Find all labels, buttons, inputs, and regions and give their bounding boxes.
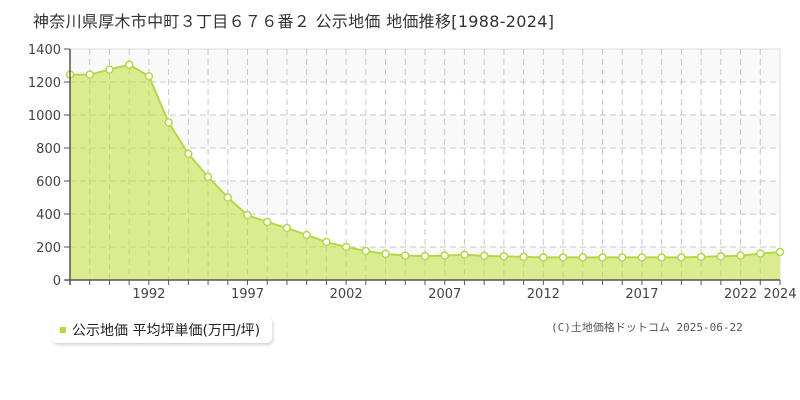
x-tick-label: 2024 (763, 287, 796, 302)
data-point (420, 251, 430, 261)
y-tick-label: 1400 (28, 43, 61, 58)
data-point (756, 249, 765, 258)
data-point (302, 230, 311, 240)
data-point (401, 251, 410, 260)
data-point (657, 253, 666, 262)
area-fill (70, 64, 780, 280)
data-point (578, 253, 588, 262)
data-point (203, 172, 213, 182)
y-axis-labels: 0 200 400 600 800 1000 1200 1400 (28, 43, 61, 289)
legend-swatch-icon (60, 327, 66, 333)
data-point (184, 149, 193, 159)
data-point (598, 253, 607, 262)
data-point (637, 253, 647, 262)
data-point (519, 252, 528, 262)
y-tick-label: 400 (36, 208, 61, 223)
data-point (460, 250, 469, 260)
land-price-chart: 0 200 400 600 800 1000 1200 1400 1992 1997 2002 20… (28, 43, 797, 302)
x-tick-label: 2002 (330, 287, 363, 302)
y-tick-label: 1200 (28, 76, 61, 91)
data-point (85, 70, 94, 79)
data-point (243, 210, 252, 220)
data-point (381, 249, 390, 259)
data-point (262, 217, 272, 227)
data-point (282, 223, 292, 233)
y-tick-label: 1000 (28, 109, 61, 124)
chart-title: 神奈川県厚木市中町３丁目６７６番２ 公示地価 地価推移[1988-2024] (33, 12, 555, 31)
data-point (558, 253, 568, 262)
x-tick-label: 2007 (428, 287, 461, 302)
data-point (105, 65, 114, 74)
data-point (164, 118, 173, 127)
x-tick-label: 1997 (231, 287, 264, 302)
data-point (124, 60, 134, 69)
y-tick-label: 800 (36, 142, 61, 157)
data-point (716, 252, 726, 261)
legend-label: 公示地価 平均坪単価(万円/坪) (72, 323, 261, 339)
data-point (479, 251, 489, 261)
copyright-text: (C)土地価格ドットコム 2025-06-22 (551, 321, 743, 334)
x-tick-label: 1992 (132, 287, 165, 302)
x-tick-label: 2012 (527, 287, 560, 302)
data-point (341, 242, 351, 252)
axes (64, 48, 781, 285)
data-point (322, 237, 331, 247)
x-tick-label: 2022 (724, 287, 757, 302)
data-point (736, 251, 745, 260)
y-tick-label: 200 (36, 241, 61, 256)
data-point (677, 253, 686, 262)
data-point (144, 71, 154, 81)
y-tick-label: 0 (53, 274, 61, 289)
x-axis-labels: 1992 1997 2002 2007 2012 2017 2022 2024 (132, 287, 796, 302)
x-tick-label: 2017 (625, 287, 658, 302)
legend: 公示地価 平均坪単価(万円/坪) (52, 317, 273, 343)
data-point (696, 252, 706, 262)
data-point (223, 193, 233, 202)
data-point (499, 252, 509, 261)
data-point (539, 253, 548, 262)
data-point (775, 247, 785, 257)
data-point (617, 253, 627, 262)
y-tick-label: 600 (36, 175, 61, 190)
data-point (440, 251, 449, 260)
data-point (361, 246, 371, 256)
